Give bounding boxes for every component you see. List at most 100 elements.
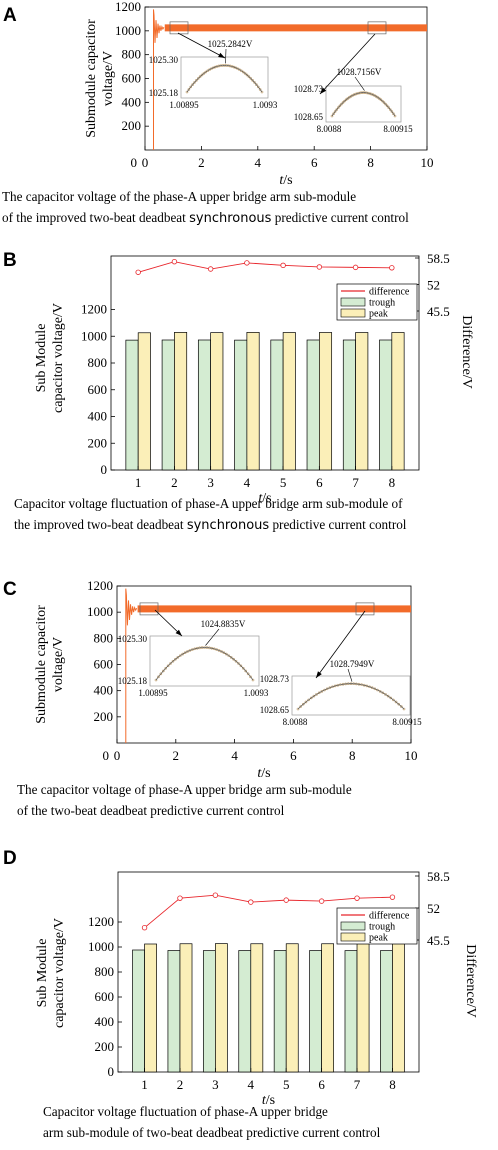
bar-trough bbox=[238, 950, 252, 1073]
inset-curve bbox=[331, 92, 396, 117]
inset-point bbox=[381, 99, 384, 103]
inset-point bbox=[236, 67, 239, 70]
inset-frame bbox=[149, 635, 260, 687]
legend-label-trough: trough bbox=[369, 922, 395, 933]
inset-point bbox=[384, 102, 387, 106]
panel-letter: B bbox=[3, 250, 17, 271]
inset-point bbox=[193, 81, 196, 84]
inset-point bbox=[394, 700, 398, 704]
caption-line-2: the improved two-beat deadbeat synchrono… bbox=[14, 517, 407, 533]
origin-label: 0 bbox=[131, 155, 138, 170]
bar-trough bbox=[342, 339, 356, 471]
inset-y-bottom: 1028.65 bbox=[260, 705, 290, 715]
inset-point bbox=[325, 687, 329, 691]
inset-point bbox=[241, 70, 245, 74]
inset-point bbox=[296, 707, 300, 711]
bar-trough bbox=[344, 950, 358, 1073]
bar-peak bbox=[285, 943, 299, 1073]
inset-point bbox=[181, 652, 184, 656]
steady-band bbox=[164, 24, 428, 32]
x-tick-label: 2 bbox=[171, 475, 178, 490]
bar-peak bbox=[250, 943, 264, 1073]
inset-point bbox=[249, 675, 252, 679]
difference-point bbox=[207, 266, 214, 272]
inset-y-top: 1025.30 bbox=[118, 634, 148, 644]
inset-point bbox=[299, 705, 302, 708]
inset-point bbox=[206, 69, 209, 73]
inset-point bbox=[330, 114, 334, 118]
inset-point bbox=[336, 106, 340, 109]
inset-point bbox=[400, 705, 403, 708]
inset-point bbox=[260, 90, 264, 94]
inset-y-top: 1025.30 bbox=[149, 55, 179, 65]
x-tick-label: 4 bbox=[231, 748, 238, 763]
inset-peak-label: 1028.7949V bbox=[330, 659, 375, 669]
zoom-marker bbox=[355, 602, 375, 616]
y-axis-label: Sub Module capacitor voltage/V bbox=[34, 303, 66, 413]
x-tick-label: 0 bbox=[114, 748, 121, 763]
inset-point bbox=[312, 694, 316, 698]
inset-point bbox=[307, 698, 310, 702]
y-tick-label: 200 bbox=[94, 709, 114, 724]
inset-point bbox=[191, 83, 194, 86]
x-tick-label: 6 bbox=[318, 1077, 325, 1092]
y-tick-label: 600 bbox=[95, 989, 115, 1004]
inset-point bbox=[323, 688, 326, 692]
inset-point bbox=[171, 659, 175, 663]
zoom-marker bbox=[139, 602, 159, 616]
legend-swatch-trough bbox=[340, 921, 366, 931]
inset-x-left: 8.0088 bbox=[283, 717, 308, 727]
inset-point bbox=[344, 98, 348, 101]
difference-point bbox=[280, 262, 286, 269]
inset-point bbox=[385, 104, 389, 108]
plot-frame bbox=[117, 871, 420, 1073]
y-tick-label: 0 bbox=[101, 462, 108, 477]
bar-peak bbox=[391, 332, 405, 471]
bar-trough bbox=[306, 339, 320, 471]
panel-D: D 0 200 400 600 800 1000 1200 45.5 52 58.5 1 2 3 4 5 6 7 8… bbox=[3, 848, 478, 1140]
caption-line-1: The capacitor voltage of the phase-A upp… bbox=[2, 189, 356, 204]
y-tick-label: 200 bbox=[122, 118, 142, 133]
difference-line bbox=[138, 261, 392, 273]
difference-point bbox=[135, 269, 141, 275]
difference-point bbox=[389, 894, 396, 900]
inset-point bbox=[387, 106, 391, 109]
x-axis-label: t/s bbox=[257, 766, 270, 781]
inset-x-right: 1.0093 bbox=[244, 688, 269, 698]
y2-tick-label: 58.5 bbox=[427, 869, 450, 884]
caption-line-2: arm sub-module of two-beat deadbeat pred… bbox=[43, 1125, 381, 1140]
x-tick-label: 5 bbox=[280, 475, 287, 490]
inset-point bbox=[164, 666, 167, 670]
y2-tick-label: 52 bbox=[427, 901, 440, 916]
inset-point bbox=[381, 691, 385, 695]
inset-point bbox=[333, 110, 337, 113]
bar-peak bbox=[246, 332, 260, 471]
bar-trough bbox=[197, 339, 211, 471]
peak-leader bbox=[347, 668, 353, 682]
legend-label-difference: difference bbox=[369, 911, 410, 922]
inset-point bbox=[174, 657, 177, 661]
inset-point bbox=[204, 70, 208, 74]
y-tick-label: 1200 bbox=[87, 578, 113, 593]
origin-label: 0 bbox=[103, 748, 110, 763]
callout-arrowhead bbox=[320, 87, 327, 94]
difference-point bbox=[244, 260, 250, 266]
x-tick-label: 10 bbox=[421, 155, 434, 170]
x-tick-label: 4 bbox=[248, 1077, 255, 1092]
inset-peak-label: 1025.2842V bbox=[208, 39, 253, 49]
callout-arrow bbox=[319, 33, 376, 95]
legend-label-difference: difference bbox=[369, 287, 410, 298]
inset-point bbox=[373, 687, 377, 691]
inset-point bbox=[301, 702, 305, 706]
y-tick-label: 400 bbox=[88, 409, 108, 424]
x-tick-label: 8 bbox=[349, 748, 356, 763]
legend-swatch-peak bbox=[340, 308, 366, 318]
bar-trough bbox=[234, 339, 248, 471]
inset-point bbox=[247, 75, 251, 78]
inset-y-top: 1028.73 bbox=[260, 674, 290, 684]
bar-trough bbox=[270, 339, 284, 471]
y2-tick-label: 52 bbox=[427, 278, 440, 293]
y-tick-label: 400 bbox=[122, 94, 142, 109]
callout-arrowhead bbox=[175, 629, 182, 636]
